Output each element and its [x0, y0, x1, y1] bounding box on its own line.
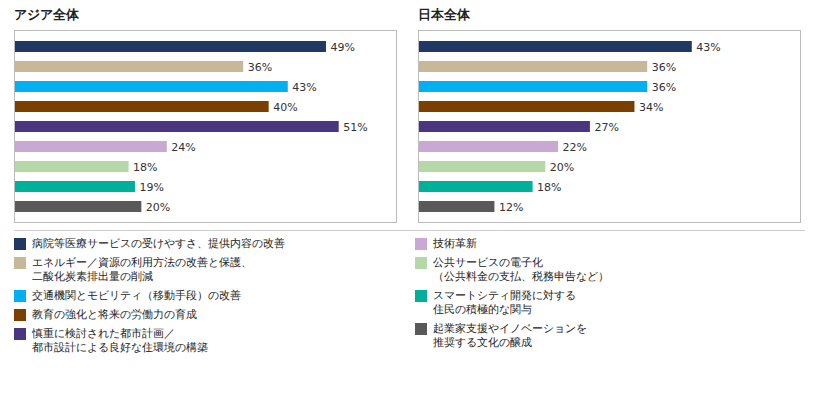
svg-text:19%: 19%: [139, 181, 163, 194]
svg-text:18%: 18%: [537, 181, 561, 194]
svg-text:36%: 36%: [652, 61, 676, 74]
svg-text:18%: 18%: [133, 161, 157, 174]
html-text:エネルギー／資源の利用方法の改善と保護、 二酸化炭素排出量の: エネルギー／資源の利用方法の改善と保護、 二酸化炭素排出量の削減: [32, 256, 252, 283]
html-text:教育の強化と将来の労働力の育成: 教育の強化と将来の労働力の育成: [32, 308, 197, 321]
svg-text:40%: 40%: [273, 101, 297, 114]
svg-text:36%: 36%: [652, 81, 676, 94]
svg-text:43%: 43%: [292, 81, 316, 94]
svg-text:43%: 43%: [696, 41, 720, 54]
svg-text:51%: 51%: [343, 121, 367, 134]
svg-text:49%: 49%: [330, 41, 354, 54]
svg-text:24%: 24%: [171, 141, 195, 154]
html-text:日本全体: 日本全体: [418, 7, 470, 22]
svg-text:20%: 20%: [146, 201, 170, 214]
svg-text:12%: 12%: [499, 201, 523, 214]
html-text:起業家支援やイノベーションを 推奨する文化の醸成: 起業家支援やイノベーションを 推奨する文化の醸成: [432, 322, 587, 349]
html-text:アジア全体: アジア全体: [14, 7, 79, 22]
html-text:技術革新: 技術革新: [432, 237, 477, 250]
html-text:交通機関とモビリティ（移動手段）の改善: 交通機関とモビリティ（移動手段）の改善: [32, 289, 241, 302]
svg-text:34%: 34%: [639, 101, 663, 114]
html-text:病院等医療サービスの受けやすさ、提供内容の改善: 病院等医療サービスの受けやすさ、提供内容の改善: [32, 237, 285, 250]
html-text:公共サービスの電子化 （公共料金の支払、税務申告など）: 公共サービスの電子化 （公共料金の支払、税務申告など）: [432, 256, 609, 283]
html-text:慎重に検討された都市計画／ 都市設計による良好な住環境の構築: 慎重に検討された都市計画／ 都市設計による良好な住環境の構築: [32, 327, 208, 354]
svg-text:20%: 20%: [550, 161, 574, 174]
svg-text:36%: 36%: [248, 61, 272, 74]
svg-text:27%: 27%: [594, 121, 618, 134]
svg-text:22%: 22%: [563, 141, 587, 154]
html-text:スマートシティ開発に対する 住民の積極的な関与: スマートシティ開発に対する 住民の積極的な関与: [432, 289, 576, 316]
